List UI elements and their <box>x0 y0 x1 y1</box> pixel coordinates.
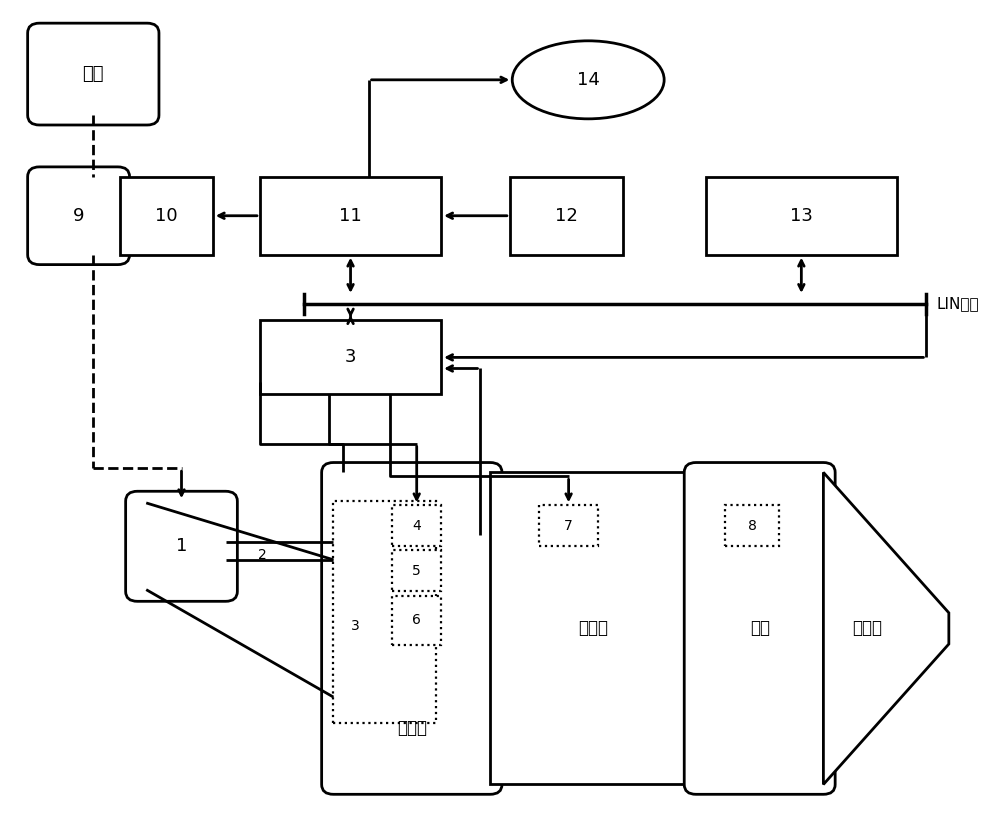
Text: 压气机: 压气机 <box>397 719 427 737</box>
Text: 涡轮: 涡轮 <box>750 619 770 638</box>
Bar <box>725 505 779 546</box>
Text: 4: 4 <box>412 519 421 533</box>
Text: 7: 7 <box>564 519 573 533</box>
Text: 10: 10 <box>155 207 178 225</box>
Bar <box>392 596 441 645</box>
Bar <box>120 177 213 255</box>
Bar <box>333 501 436 723</box>
Bar <box>510 177 622 255</box>
Bar <box>490 473 696 784</box>
Text: 尾噴管: 尾噴管 <box>852 619 882 638</box>
FancyBboxPatch shape <box>28 167 130 265</box>
Text: 12: 12 <box>555 207 578 225</box>
FancyBboxPatch shape <box>322 463 502 794</box>
Text: 8: 8 <box>748 519 757 533</box>
Polygon shape <box>823 473 949 784</box>
Text: 11: 11 <box>339 207 362 225</box>
FancyBboxPatch shape <box>684 463 835 794</box>
Text: 3: 3 <box>351 619 359 633</box>
Bar <box>706 177 897 255</box>
Bar <box>260 177 441 255</box>
Text: 1: 1 <box>176 537 187 556</box>
Bar <box>392 551 441 592</box>
Text: 燃烧室: 燃烧室 <box>578 619 608 638</box>
Ellipse shape <box>512 41 664 119</box>
Bar <box>260 320 441 395</box>
Text: 3: 3 <box>345 349 356 366</box>
Text: 2: 2 <box>258 547 267 561</box>
Text: LIN总线: LIN总线 <box>936 297 979 312</box>
FancyBboxPatch shape <box>28 23 159 125</box>
Text: 6: 6 <box>412 613 421 627</box>
FancyBboxPatch shape <box>126 491 237 602</box>
Text: 14: 14 <box>577 71 600 89</box>
Text: 9: 9 <box>73 207 84 225</box>
Text: 油箱: 油箱 <box>83 65 104 83</box>
Bar <box>539 505 598 546</box>
Text: 13: 13 <box>790 207 813 225</box>
Text: 5: 5 <box>412 564 421 578</box>
Bar <box>392 505 441 546</box>
